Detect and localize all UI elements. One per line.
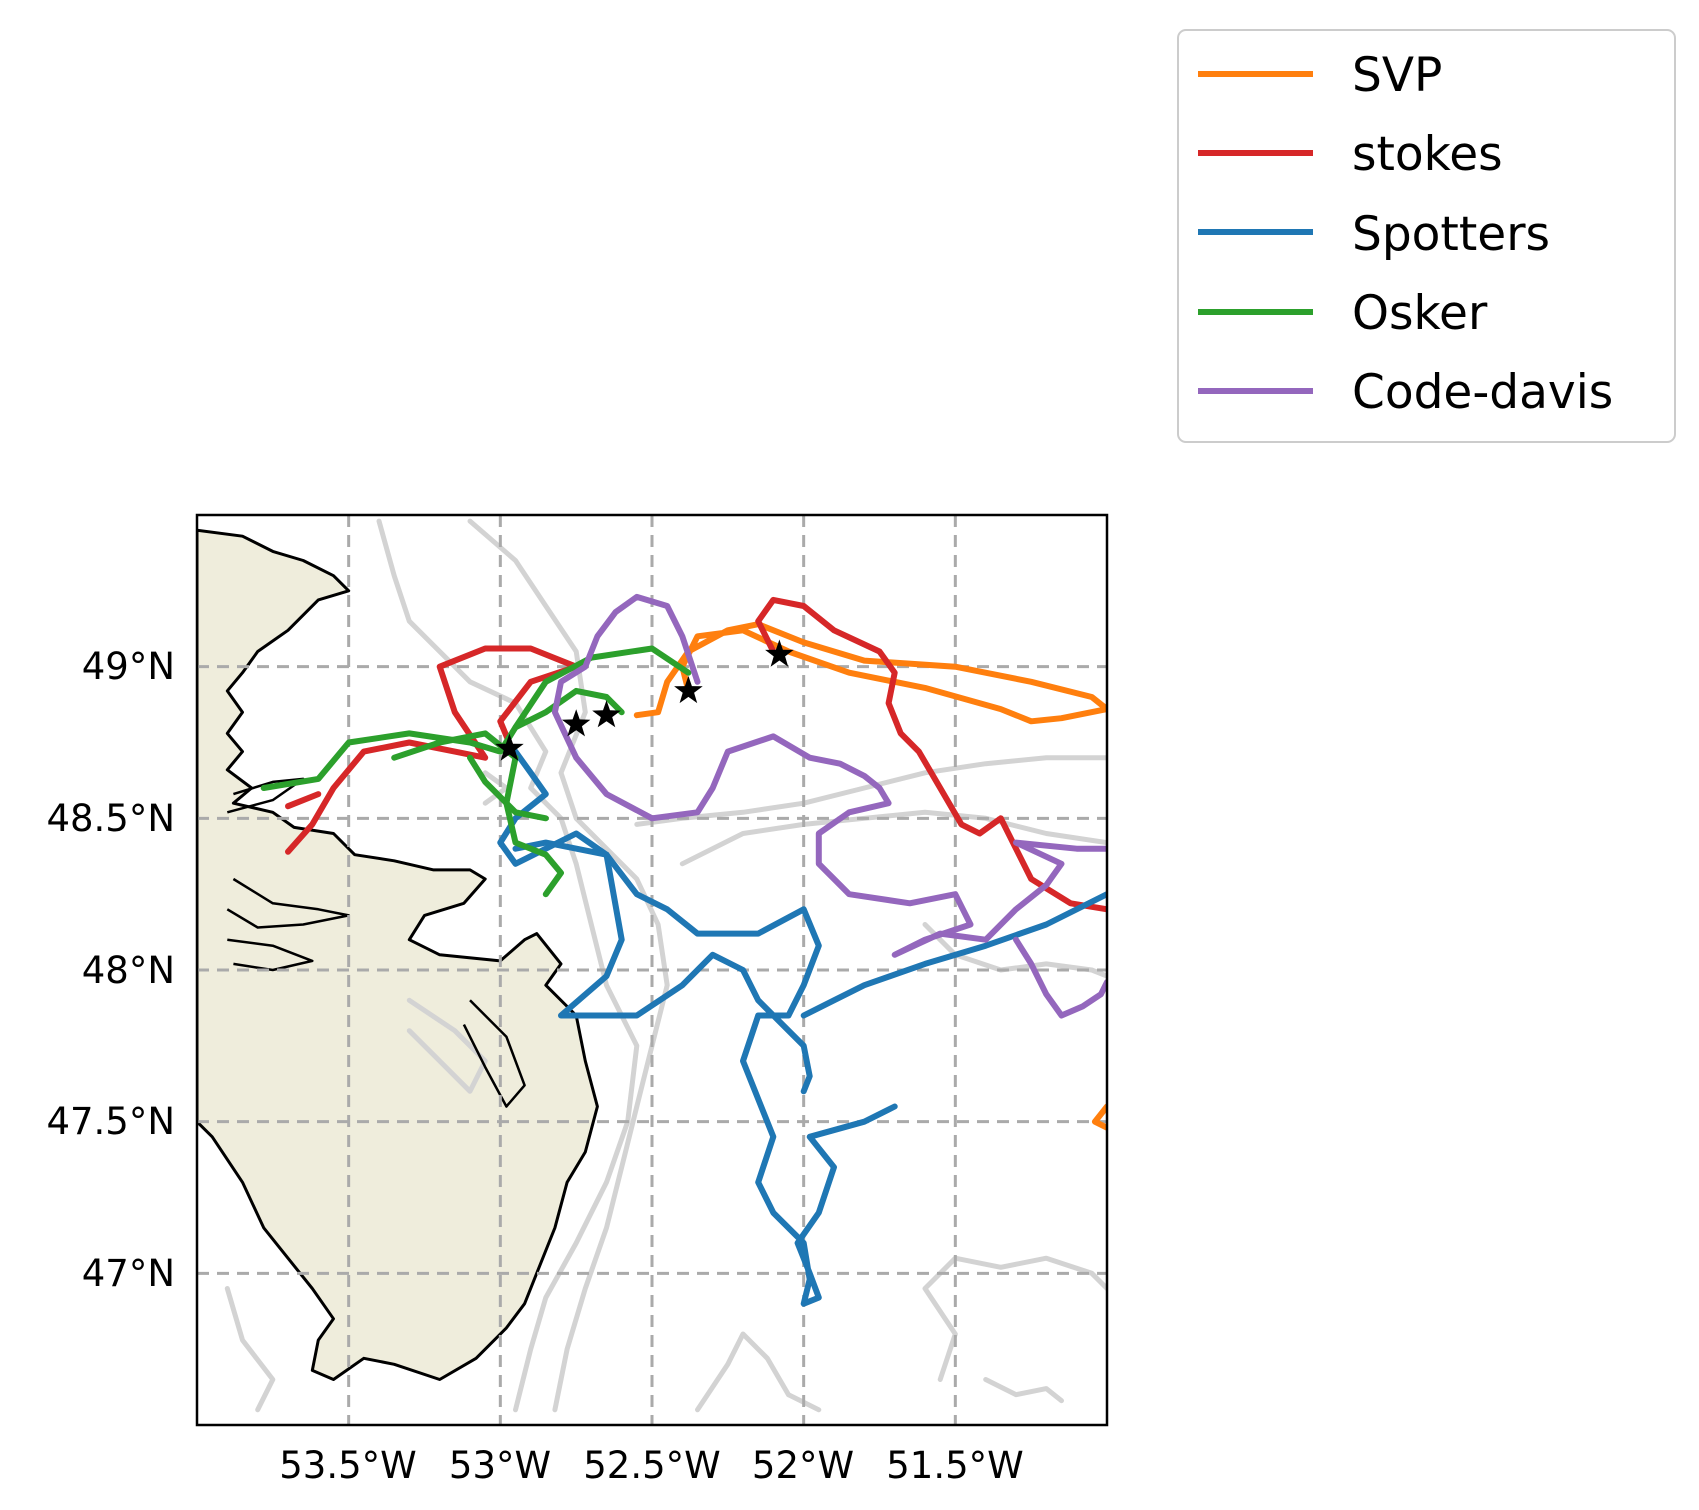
x-tick-label: 52°W: [752, 1444, 854, 1487]
track-spotters: [497, 748, 898, 1307]
start-marker: [495, 733, 524, 761]
y-tick-label: 48.5°N: [46, 797, 175, 840]
legend-entry-spotters: Spotters: [1198, 207, 1550, 262]
start-marker: [561, 709, 591, 737]
track-stokes: [285, 645, 580, 855]
land-layer: [197, 528, 599, 1381]
track-osker: [260, 645, 692, 791]
track-svp: [1091, 1103, 1107, 1131]
track-spotters: [800, 891, 1107, 1019]
bathymetry-contour: [224, 1286, 276, 1413]
start-marker: [592, 700, 621, 728]
bathymetry-contour: [983, 1377, 1064, 1404]
legend-label-spotters: Spotters: [1352, 207, 1550, 262]
bathymetry-contour: [922, 922, 1107, 979]
legend-label-osker: Osker: [1352, 286, 1488, 341]
bathymetry-contour: [922, 1255, 1107, 1382]
track-code-davis: [551, 593, 1107, 958]
plot-frame: [195, 513, 1109, 1427]
legend-box: [1177, 29, 1676, 443]
track-spotters: [512, 839, 813, 1095]
coastline-detail: [462, 999, 526, 1108]
track-stokes: [285, 791, 322, 810]
track-stokes: [755, 596, 1107, 913]
x-tick-label: 51.5°W: [886, 1444, 1023, 1487]
start-marker: [765, 639, 794, 667]
legend-entry-svp: SVP: [1198, 48, 1442, 103]
legend-entry-stokes: stokes: [1198, 127, 1503, 182]
legend-entry-code-davis: Code-davis: [1198, 365, 1613, 420]
map-axes: [195, 513, 1109, 1427]
track-code-davis: [1013, 936, 1107, 1019]
bathymetry-contour: [376, 518, 640, 1413]
bathymetry-contour: [679, 809, 1107, 867]
legend-label-stokes: stokes: [1352, 127, 1503, 182]
x-tick-label: 52.5°W: [583, 1444, 720, 1487]
bathymetry-contour: [406, 997, 488, 1094]
drifter-tracks: [260, 593, 1107, 1307]
y-tick-label: 48°N: [82, 949, 175, 992]
legend-label-svp: SVP: [1352, 48, 1442, 103]
start-marker: [674, 675, 703, 704]
x-tick-label: 53°W: [449, 1444, 551, 1487]
y-tick-label: 47°N: [82, 1252, 175, 1295]
start-markers: [495, 639, 794, 761]
land-polygon: [197, 528, 599, 1381]
bathymetry-contour: [695, 1331, 822, 1413]
y-tick-label: 47.5°N: [46, 1100, 175, 1143]
x-tick-label: 53.5°W: [279, 1444, 416, 1487]
y-tick-label: 49°N: [82, 645, 175, 688]
track-osker: [512, 687, 625, 731]
x-axis-ticks: 53.5°W 53°W 52.5°W 52°W 51.5°W: [279, 1444, 1023, 1487]
legend-entry-osker: Osker: [1198, 286, 1488, 341]
y-axis-ticks: 49°N 48.5°N 48°N 47.5°N 47°N: [46, 645, 175, 1295]
coastline-detail: [227, 938, 314, 972]
legend: SVP stokes Spotters Osker Code-davis: [1177, 29, 1676, 443]
bathymetry-contour: [634, 755, 1107, 827]
track-osker: [467, 754, 549, 822]
legend-label-code-davis: Code-davis: [1352, 365, 1613, 420]
